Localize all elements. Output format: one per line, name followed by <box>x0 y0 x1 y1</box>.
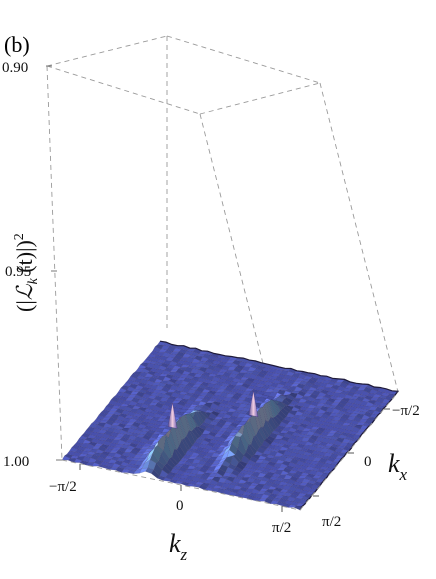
peak-spike <box>167 402 178 429</box>
plot-box-back <box>46 35 399 511</box>
kz-tick-label: π/2 <box>272 520 291 536</box>
z-tick-label: 1.00 <box>3 454 29 470</box>
z-axis: 0.90 0.95 1.00 <box>2 60 62 470</box>
z-label-sup: 2 <box>12 233 27 240</box>
box-edge <box>46 65 63 461</box>
kx-tick-label: 0 <box>364 454 372 470</box>
z-tick-label: 0.95 <box>5 264 31 280</box>
z-label-mid: (t)|) <box>12 240 37 278</box>
kx-axis-label: kx <box>388 449 408 484</box>
kx-axis: −π/2 0 π/2 kx <box>313 403 420 530</box>
box-edge <box>166 35 321 84</box>
kz-axis: −π/2 0 π/2 kz <box>49 464 291 564</box>
z-axis-label: (|ℒk (t)|)2 <box>12 233 41 312</box>
kz-tick-label: 0 <box>176 498 184 514</box>
surface-mesh <box>61 340 400 511</box>
z-label-symbol: ℒ <box>12 283 37 300</box>
box-edge <box>299 391 399 511</box>
kz-tick-label: −π/2 <box>49 479 77 495</box>
kx-tick-label: π/2 <box>322 514 341 530</box>
box-edge <box>46 35 168 67</box>
panel-label: (b) <box>4 32 30 57</box>
svg-text:(|ℒk (t)|)2: (|ℒk (t)|)2 <box>12 233 41 312</box>
z-label-sub: k <box>26 277 41 284</box>
peak-spike <box>248 391 259 418</box>
box-edge <box>199 82 321 115</box>
box-edge <box>319 82 399 393</box>
kz-axis-label: kz <box>169 529 188 564</box>
z-tick-label: 0.90 <box>2 60 28 76</box>
kx-tick-label: −π/2 <box>392 403 420 419</box>
z-label-open: (| <box>12 300 37 312</box>
surface-front-edge <box>159 340 400 511</box>
box-edge <box>46 65 201 115</box>
